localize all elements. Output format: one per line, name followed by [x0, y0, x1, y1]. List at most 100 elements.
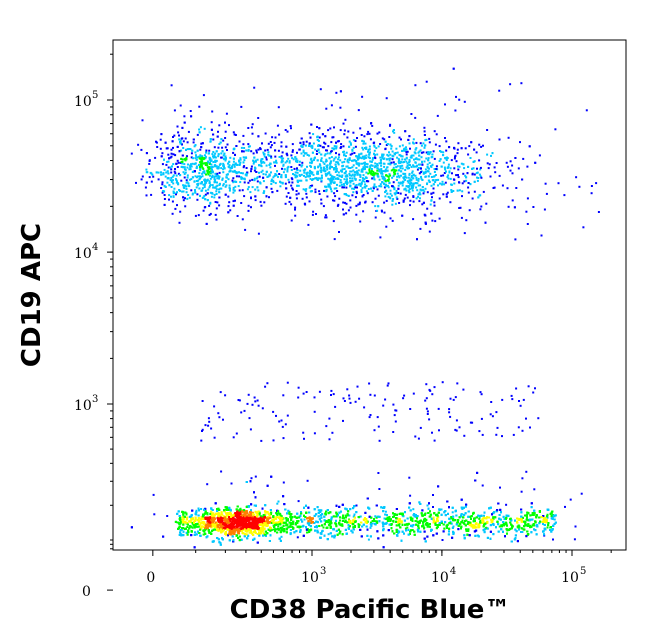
- data-point: [384, 189, 387, 192]
- data-point: [261, 142, 263, 145]
- data-point: [270, 155, 273, 158]
- data-point: [335, 165, 337, 168]
- data-point: [414, 84, 417, 87]
- data-point: [284, 202, 287, 205]
- data-point: [407, 167, 410, 170]
- data-point: [222, 184, 225, 187]
- data-point: [181, 154, 184, 157]
- data-point: [339, 129, 342, 132]
- data-point: [312, 158, 315, 161]
- data-point: [348, 174, 351, 177]
- data-point: [321, 146, 324, 149]
- data-point: [494, 171, 497, 174]
- data-point: [154, 156, 157, 159]
- data-point: [254, 160, 257, 163]
- data-point: [290, 219, 293, 222]
- data-point: [203, 172, 206, 175]
- data-point: [252, 159, 255, 162]
- data-point: [247, 127, 250, 129]
- data-point: [352, 159, 355, 162]
- data-point: [443, 172, 446, 174]
- data-point: [316, 172, 319, 175]
- data-point: [210, 171, 213, 174]
- data-point: [234, 199, 236, 202]
- data-point: [222, 162, 225, 165]
- data-point: [425, 80, 428, 83]
- data-point: [280, 155, 283, 158]
- data-point: [339, 106, 342, 109]
- data-point: [519, 141, 521, 144]
- data-point: [212, 156, 215, 159]
- data-point: [202, 162, 205, 165]
- data-point: [390, 161, 393, 164]
- data-point: [262, 180, 265, 183]
- data-point: [259, 200, 262, 203]
- data-point: [182, 199, 185, 202]
- data-point: [232, 177, 235, 180]
- data-point: [315, 153, 318, 155]
- data-point: [406, 196, 409, 199]
- data-point: [582, 226, 585, 229]
- data-point: [424, 222, 427, 225]
- data-point: [181, 143, 183, 146]
- data-point: [333, 167, 336, 170]
- data-point: [421, 203, 424, 206]
- data-point: [498, 138, 501, 141]
- data-point: [204, 189, 207, 192]
- data-point: [396, 197, 399, 200]
- data-point: [284, 176, 287, 179]
- data-point: [320, 160, 323, 162]
- data-point: [453, 182, 456, 185]
- data-point: [269, 146, 272, 149]
- data-point: [259, 148, 262, 151]
- data-point: [424, 168, 427, 171]
- data-point: [309, 186, 312, 189]
- data-point: [473, 160, 476, 163]
- data-point: [387, 186, 390, 189]
- data-point: [376, 164, 379, 167]
- data-point: [198, 128, 201, 131]
- data-point: [430, 184, 433, 187]
- data-point: [213, 196, 216, 199]
- data-point: [185, 191, 188, 194]
- data-point: [419, 227, 422, 230]
- data-point: [434, 181, 437, 183]
- data-point: [259, 182, 262, 185]
- data-point: [210, 121, 213, 124]
- data-point: [209, 177, 212, 180]
- data-point: [327, 145, 330, 148]
- data-point: [191, 149, 194, 152]
- data-point: [333, 192, 336, 195]
- data-point: [469, 157, 472, 159]
- data-point: [185, 179, 188, 182]
- data-point: [201, 156, 204, 159]
- data-point: [418, 158, 421, 161]
- data-point: [389, 189, 392, 192]
- data-point: [213, 193, 216, 196]
- data-point: [305, 188, 308, 191]
- data-point: [391, 199, 394, 202]
- data-point: [259, 164, 262, 167]
- data-point: [198, 105, 201, 108]
- data-point: [232, 186, 235, 189]
- data-point: [407, 138, 410, 141]
- data-point: [273, 161, 276, 164]
- data-point: [409, 204, 411, 207]
- data-point: [320, 198, 323, 201]
- data-point: [452, 190, 455, 192]
- data-point: [196, 156, 199, 159]
- data-point: [270, 180, 273, 183]
- data-point: [196, 180, 198, 182]
- data-point: [332, 177, 335, 180]
- data-point: [218, 184, 221, 186]
- data-point: [268, 196, 270, 199]
- data-point: [233, 165, 236, 168]
- data-point: [241, 218, 244, 221]
- data-point: [296, 184, 299, 187]
- data-point: [287, 157, 290, 160]
- data-point: [330, 175, 333, 178]
- data-point: [253, 161, 255, 164]
- data-point: [180, 149, 183, 152]
- data-point: [214, 201, 217, 203]
- data-point: [421, 186, 424, 189]
